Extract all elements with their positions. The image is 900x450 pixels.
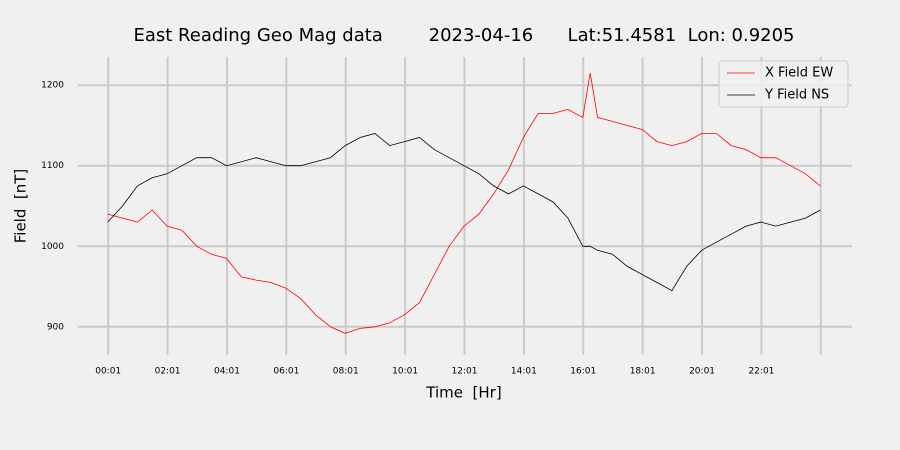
x-axis-label: Time [Hr] [425,384,501,402]
y-tick-label: 1200 [41,81,64,91]
legend-label: X Field EW [765,66,833,81]
x-tick-label: 22:01 [748,367,774,377]
x-tick-label: 16:01 [570,367,596,377]
x-tick-label: 18:01 [630,367,656,377]
x-tick-label: 10:01 [392,367,418,377]
legend-box [718,60,849,108]
x-tick-label: 02:01 [155,367,181,377]
x-tick-label: 04:01 [214,367,240,377]
data-line [107,133,821,292]
x-tick-label: 20:01 [689,367,715,377]
y-tick-label: 1100 [41,161,64,171]
x-tick-label: 14:01 [511,367,537,377]
y-tick-label: 1000 [41,242,64,252]
chart-title: East Reading Geo Mag data 2023-04-16 Lat… [133,25,794,46]
x-tick-label: 06:01 [273,367,299,377]
y-tick-label: 900 [47,322,64,332]
x-tick-label: 08:01 [333,367,359,377]
legend-label: Y Field NS [764,88,829,103]
data-line [107,73,821,334]
y-axis-label: Field [nT] [12,169,30,244]
x-tick-label: 00:01 [95,367,121,377]
x-tick-label: 12:01 [452,367,478,377]
